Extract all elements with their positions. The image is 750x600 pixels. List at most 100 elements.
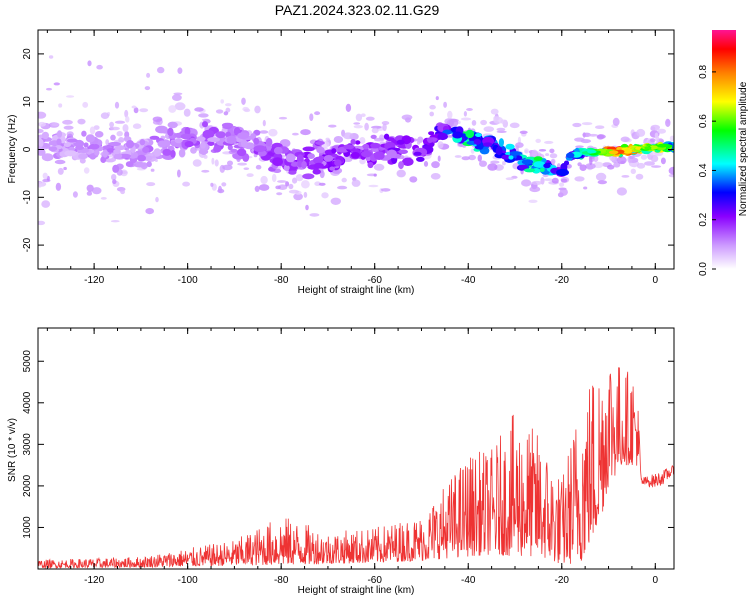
heatmap-cell bbox=[334, 159, 342, 167]
heatmap-cell bbox=[549, 148, 555, 154]
colorbar-tick-label: 0.4 bbox=[698, 163, 709, 177]
heatmap-cell bbox=[56, 138, 62, 146]
heatmap-cell bbox=[215, 131, 226, 139]
heatmap-cell bbox=[331, 148, 337, 154]
heatmap-cell bbox=[38, 181, 42, 188]
heatmap-cell bbox=[368, 184, 379, 188]
heatmap-cell bbox=[505, 177, 514, 181]
heatmap-cell bbox=[180, 133, 192, 140]
heatmap-cell bbox=[259, 130, 269, 134]
y-tick-label: 2000 bbox=[22, 474, 33, 497]
heatmap-cell bbox=[312, 168, 321, 175]
y-tick-label: 0 bbox=[22, 146, 33, 152]
heatmap-cell bbox=[139, 139, 146, 146]
heatmap-cell bbox=[498, 138, 504, 147]
heatmap-cell bbox=[268, 128, 278, 137]
heatmap-cell bbox=[668, 166, 674, 175]
heatmap-cell bbox=[77, 118, 86, 125]
heatmap-cell bbox=[142, 146, 150, 153]
heatmap-cell bbox=[236, 148, 247, 157]
heatmap-cell bbox=[108, 141, 122, 147]
x-tick-label: -80 bbox=[274, 575, 289, 586]
heatmap-cell bbox=[447, 110, 453, 119]
heatmap-cell bbox=[89, 126, 96, 135]
heatmap-cell bbox=[483, 126, 495, 132]
heatmap-cell bbox=[96, 64, 103, 70]
heatmap-cell bbox=[595, 172, 607, 181]
heatmap-cell bbox=[330, 197, 341, 205]
heatmap-cell bbox=[265, 137, 273, 147]
heatmap-cell bbox=[273, 146, 283, 155]
heatmap-cell bbox=[524, 148, 529, 154]
heatmap-cell bbox=[359, 137, 366, 144]
heatmap-cell bbox=[293, 193, 303, 201]
heatmap-cell bbox=[585, 163, 596, 170]
heatmap-cell bbox=[296, 154, 304, 164]
heatmap-cell bbox=[668, 173, 674, 178]
heatmap-cell bbox=[314, 111, 321, 116]
heatmap-cell bbox=[636, 162, 646, 169]
heatmap-cell bbox=[629, 155, 634, 160]
heatmap-cell bbox=[588, 133, 599, 137]
heatmap-cell bbox=[218, 185, 222, 193]
x-tick-label: -40 bbox=[461, 575, 476, 586]
heatmap-cell bbox=[214, 159, 219, 167]
y-tick-label: 10 bbox=[22, 96, 33, 108]
heatmap-cell bbox=[213, 145, 222, 153]
heatmap-cell bbox=[333, 136, 344, 143]
heatmap-cell bbox=[657, 143, 668, 148]
heatmap-cell bbox=[651, 165, 662, 168]
heatmap-cell bbox=[544, 140, 554, 144]
colorbar-tick-label: 0.8 bbox=[698, 64, 709, 78]
heatmap-cell bbox=[100, 197, 107, 200]
heatmap-cell bbox=[110, 134, 116, 141]
heatmap-cell bbox=[401, 114, 413, 121]
colorbar-tick-label: 0.6 bbox=[698, 114, 709, 128]
heatmap-cell bbox=[560, 178, 568, 183]
heatmap-cell bbox=[477, 154, 482, 162]
heatmap-cell bbox=[518, 164, 528, 170]
colorbar bbox=[712, 30, 736, 269]
heatmap-cell bbox=[240, 139, 248, 148]
heatmap-cell bbox=[66, 138, 78, 143]
x-tick-label: -20 bbox=[555, 575, 570, 586]
heatmap-cell bbox=[364, 122, 369, 131]
heatmap-cell bbox=[365, 116, 375, 121]
heatmap-cell bbox=[318, 182, 326, 186]
heatmap-cell bbox=[669, 135, 674, 142]
heatmap-cell bbox=[203, 154, 208, 159]
heatmap-cell bbox=[361, 150, 373, 158]
x-tick-label: -40 bbox=[461, 275, 476, 286]
heatmap-cell bbox=[54, 159, 66, 165]
heatmap-cell bbox=[501, 154, 511, 160]
heatmap-cell bbox=[221, 122, 234, 128]
heatmap-cell bbox=[566, 152, 575, 159]
heatmap-cell bbox=[574, 137, 585, 142]
heatmap-cell bbox=[207, 141, 215, 147]
heatmap-cell bbox=[300, 129, 311, 136]
heatmap-cell bbox=[563, 160, 570, 166]
heatmap-cell bbox=[38, 136, 42, 145]
heatmap-cell bbox=[201, 169, 210, 173]
heatmap-cell bbox=[380, 188, 391, 192]
heatmap-cell bbox=[549, 153, 558, 159]
chart-title: PAZ1.2024.323.02.11.G29 bbox=[274, 2, 440, 18]
heatmap-cell bbox=[437, 132, 449, 141]
heatmap-cell bbox=[66, 95, 75, 98]
heatmap-cell bbox=[91, 187, 102, 195]
heatmap-cell bbox=[183, 108, 191, 117]
heatmap-cell bbox=[307, 153, 315, 160]
snr-series-line bbox=[38, 367, 674, 569]
heatmap-cell bbox=[523, 168, 536, 173]
heatmap-cell bbox=[316, 146, 325, 154]
y-tick-label: -20 bbox=[22, 237, 33, 252]
heatmap-cell bbox=[528, 199, 538, 203]
heatmap-cell bbox=[650, 155, 659, 163]
heatmap-cell bbox=[125, 116, 130, 123]
heatmap-cell bbox=[38, 121, 46, 127]
heatmap-cell bbox=[155, 125, 168, 134]
heatmap-cell bbox=[607, 164, 615, 170]
heatmap-cell bbox=[583, 186, 588, 190]
heatmap-cell bbox=[543, 163, 551, 169]
heatmap-cell bbox=[146, 161, 152, 168]
